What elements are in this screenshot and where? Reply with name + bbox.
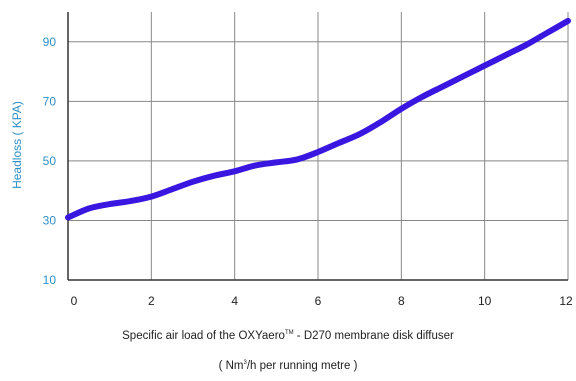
y-tick-label: 90 [43,35,57,49]
x-tick-label: 10 [478,294,492,308]
x-tick-label: 6 [315,294,322,308]
y-tick-label: 50 [43,154,57,168]
x-tick-label: 8 [398,294,405,308]
y-axis-label: Headloss ( KPA) [10,101,24,189]
y-tick-label: 30 [43,213,57,227]
y-tick-labels: 10 30 50 70 90 [43,35,57,287]
x-tick-label: 2 [148,294,155,308]
x-tick-label: 0 [71,294,78,308]
grid-lines [68,12,569,280]
y-tick-label: 70 [43,94,57,108]
x-axis-label: Specific air load of the OXYaeroTM - D27… [122,330,454,342]
x-tick-label: 12 [559,294,573,308]
x-axis-unit-label: ( Nm3/h per running metre ) [218,360,358,372]
series-line [65,17,571,221]
x-tick-labels: 0 2 4 6 8 10 12 [71,294,573,308]
y-tick-label: 10 [43,273,57,287]
x-tick-label: 4 [231,294,238,308]
